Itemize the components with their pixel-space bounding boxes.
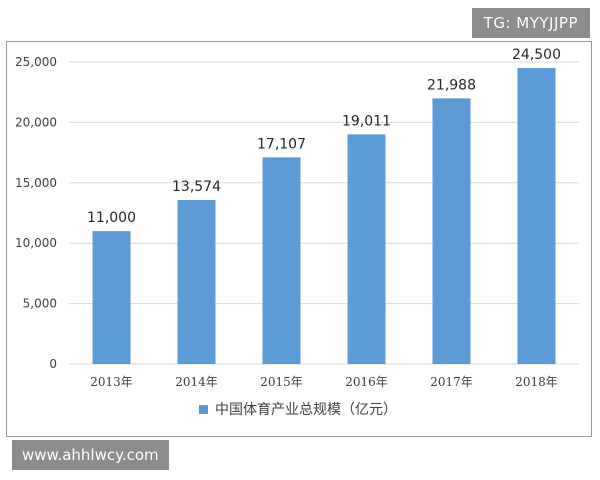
- bar-chart: 0 5,000 10,000 15,000 20,000 25,000 11,000 2013…: [15, 47, 579, 418]
- bar-2018年: [517, 68, 556, 364]
- y-tick-label: 0: [49, 357, 57, 371]
- bar-2013年: [92, 231, 131, 364]
- watermark-bottom-left: www.ahhlwcy.com: [12, 440, 169, 470]
- bar-2016年: [347, 134, 386, 364]
- x-tick-label: 2014年: [175, 375, 218, 389]
- y-tick-label: 15,000: [15, 176, 57, 190]
- chart-frame: 0 5,000 10,000 15,000 20,000 25,000 11,000 2013…: [6, 41, 592, 437]
- bar-value-label: 13,574: [172, 179, 221, 195]
- bar-2015年: [262, 157, 301, 364]
- bar-value-label: 21,988: [427, 77, 476, 93]
- bar-value-label: 17,107: [257, 136, 306, 152]
- watermark-top-right: TG: MYYJJPP: [471, 8, 590, 38]
- y-tick-label: 10,000: [15, 236, 57, 250]
- bar-value-label: 24,500: [512, 47, 561, 63]
- y-tick-label: 25,000: [15, 55, 57, 69]
- y-tick-label: 5,000: [23, 297, 57, 311]
- y-tick-label: 20,000: [15, 115, 57, 129]
- legend-swatch: [199, 405, 208, 414]
- bar-value-label: 19,011: [342, 113, 391, 129]
- legend-label: 中国体育产业总规模（亿元）: [215, 402, 397, 418]
- bar-value-label: 11,000: [87, 210, 136, 226]
- x-tick-label: 2015年: [260, 375, 303, 389]
- x-tick-label: 2018年: [515, 375, 558, 389]
- bar-2014年: [177, 200, 216, 364]
- bar-2017年: [432, 98, 471, 365]
- x-tick-label: 2016年: [345, 375, 388, 389]
- x-tick-label: 2013年: [90, 375, 133, 389]
- x-tick-label: 2017年: [430, 375, 473, 389]
